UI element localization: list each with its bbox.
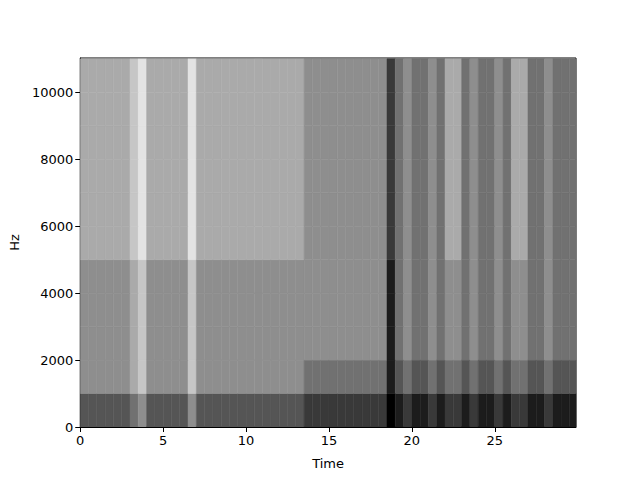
svg-text:10: 10 xyxy=(238,433,255,448)
svg-text:15: 15 xyxy=(321,433,338,448)
svg-text:0: 0 xyxy=(65,420,73,435)
svg-text:20: 20 xyxy=(404,433,421,448)
svg-text:25: 25 xyxy=(486,433,503,448)
svg-text:Time: Time xyxy=(311,456,344,471)
svg-text:Hz: Hz xyxy=(7,234,22,251)
svg-text:0: 0 xyxy=(76,433,84,448)
svg-text:6000: 6000 xyxy=(40,219,73,234)
svg-text:4000: 4000 xyxy=(40,286,73,301)
svg-text:8000: 8000 xyxy=(40,152,73,167)
svg-text:10000: 10000 xyxy=(32,85,73,100)
svg-text:2000: 2000 xyxy=(40,353,73,368)
svg-text:5: 5 xyxy=(159,433,167,448)
